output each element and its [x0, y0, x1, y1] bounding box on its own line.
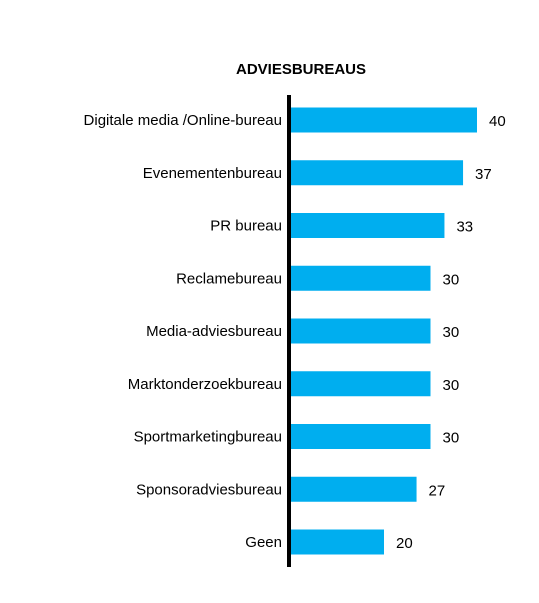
- bar-pr-bureau: [291, 213, 445, 238]
- category-label-geen: Geen: [245, 534, 282, 551]
- bars-group: [291, 107, 477, 555]
- category-label-pr-bureau: PR bureau: [210, 218, 282, 235]
- bar-reclamebureau: [291, 265, 431, 291]
- value-label-reclamebureau: 30: [443, 271, 460, 288]
- value-label-pr-bureau: 33: [456, 219, 473, 236]
- value-labels: 40 37 33 30 30 30 30 27 20: [396, 113, 506, 552]
- chart-title: ADVIESBUREAUS: [236, 61, 366, 78]
- category-label-marktonderzoekbureau: Marktonderzoekbureau: [128, 376, 282, 393]
- category-label-digitale-media-online-bureau: Digitale media /Online-bureau: [84, 112, 282, 129]
- bar-evenementenbureau: [291, 160, 464, 186]
- bar-marktonderzoekbureau: [291, 371, 431, 397]
- value-label-sponsoradviesbureau: 27: [429, 482, 446, 499]
- value-label-geen: 20: [396, 535, 413, 552]
- value-label-sportmarketingbureau: 30: [443, 430, 460, 447]
- bar-sponsoradviesbureau: [291, 476, 417, 502]
- category-label-reclamebureau: Reclamebureau: [176, 270, 282, 287]
- bar-geen: [291, 529, 384, 555]
- bar-media-adviesbureau: [291, 318, 431, 344]
- category-label-media-adviesbureau: Media-adviesbureau: [146, 323, 282, 340]
- category-label-sportmarketingbureau: Sportmarketingbureau: [134, 429, 282, 446]
- value-label-marktonderzoekbureau: 30: [443, 377, 460, 394]
- value-label-media-adviesbureau: 30: [443, 324, 460, 341]
- category-labels: Digitale media /Online-bureau Evenementen…: [84, 112, 282, 551]
- value-label-evenementenbureau: 37: [475, 166, 492, 183]
- category-label-evenementenbureau: Evenementenbureau: [143, 165, 282, 182]
- category-label-sponsoradviesbureau: Sponsoradviesbureau: [136, 481, 282, 498]
- value-label-digitale-media-online-bureau: 40: [489, 113, 506, 130]
- bar-sportmarketingbureau: [291, 424, 431, 449]
- bar-digitale-media-online-bureau: [291, 107, 477, 133]
